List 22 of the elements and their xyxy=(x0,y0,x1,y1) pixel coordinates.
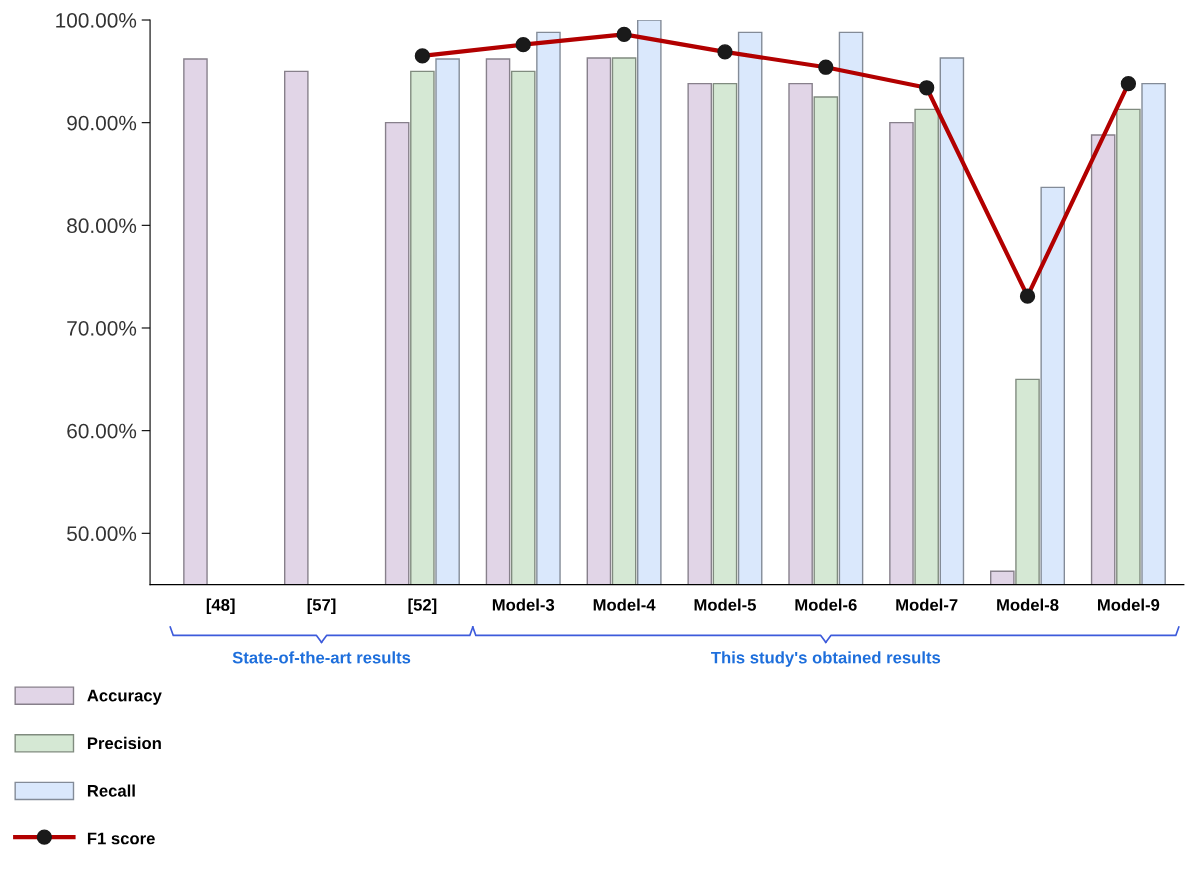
legend-label: Precision xyxy=(87,736,161,750)
text: State-of-the-art results xyxy=(232,651,411,664)
y-tick-label: 90.00% xyxy=(67,115,137,131)
x-tick-label: Model-8 xyxy=(997,598,1059,611)
legend-label: Recall xyxy=(87,784,135,797)
x-tick-label: Model-5 xyxy=(694,598,756,611)
x-tick-label: [57] xyxy=(307,598,336,615)
y-tick-label: 60.00% xyxy=(67,423,137,439)
x-tick-label: Model-6 xyxy=(795,598,857,611)
text: This study's obtained results xyxy=(711,651,941,667)
y-tick-label: 70.00% xyxy=(67,320,137,336)
y-tick-label: 50.00% xyxy=(67,526,137,542)
x-tick-label: [52] xyxy=(408,598,437,615)
x-tick-label: Model-9 xyxy=(1098,598,1160,611)
x-tick-label: Model-3 xyxy=(492,598,555,611)
y-tick-label: 80.00% xyxy=(67,218,137,234)
x-tick-label: Model-7 xyxy=(896,598,958,611)
legend-label: F1 score xyxy=(87,832,155,845)
x-tick-label: Model-4 xyxy=(593,598,656,611)
y-tick-label: 100.00% xyxy=(56,13,137,28)
legend-label: Accuracy xyxy=(87,689,162,705)
x-tick-label: [48] xyxy=(206,598,235,615)
